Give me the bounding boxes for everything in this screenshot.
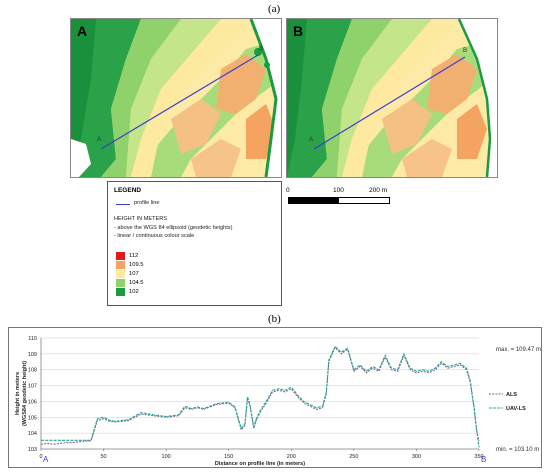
scalebar xyxy=(288,197,390,204)
profile-chart-frame: 103 104 105 106 107 108 109 110 0 50 100 150 200 250 3… xyxy=(8,327,542,468)
map-left-letter: A xyxy=(77,23,88,39)
x-tick-label: 200 xyxy=(287,454,296,460)
swatch-109-5 xyxy=(116,261,125,269)
profile-line-legend-label: profile line xyxy=(134,200,160,206)
panel-b-label: (b) xyxy=(268,313,281,325)
x-tick-label: 100 xyxy=(162,454,171,460)
map-right: B A B xyxy=(286,18,498,178)
y-tick-label: 103 xyxy=(28,447,37,453)
start-point-label: A xyxy=(43,455,49,464)
x-tick-label: 250 xyxy=(349,454,358,460)
profile-line-right xyxy=(313,56,466,150)
terrain-map-left xyxy=(71,19,281,177)
point-a-label-right: A xyxy=(309,137,314,143)
x-tick-label: 0 xyxy=(39,454,42,460)
height-note-2: - linear / continuous colour scale xyxy=(114,233,195,239)
swatch-label-112: 112 xyxy=(129,253,139,259)
scalebar-label-100: 100 xyxy=(333,187,344,194)
y-tick-label: 107 xyxy=(28,384,37,390)
swatch-label-104-5: 104.5 xyxy=(129,280,144,286)
legend-label-als: ALS xyxy=(506,392,517,398)
profile-chart: 103 104 105 106 107 108 109 110 0 50 100 150 200 250 3… xyxy=(15,336,526,467)
swatch-104-5 xyxy=(116,279,125,287)
y-axis-subtitle: (WGS84 geodetic height) xyxy=(22,361,28,426)
swatch-label-109-5: 109.5 xyxy=(129,262,144,268)
swatch-label-107: 107 xyxy=(129,271,139,277)
swatch-label-102: 102 xyxy=(129,289,139,295)
x-axis-title: Distance on profile line (in meters) xyxy=(215,461,305,467)
y-axis-title: Height in meters xyxy=(15,372,21,415)
y-tick-label: 110 xyxy=(28,336,37,342)
map-legend: LEGEND profile line HEIGHT IN METERS - a… xyxy=(107,181,282,306)
y-tick-label: 104 xyxy=(28,431,37,437)
scalebar-label-200: 200 m xyxy=(369,187,388,194)
series-line-als xyxy=(40,346,480,445)
x-tick-label: 300 xyxy=(412,454,421,460)
swatch-112 xyxy=(116,252,125,260)
series-line-uav-ls xyxy=(41,345,480,448)
profile-line-left xyxy=(100,54,259,150)
legend-title: LEGEND xyxy=(114,187,142,194)
scalebar-label-0: 0 xyxy=(286,187,290,194)
panel-a-label: (a) xyxy=(268,3,281,15)
swatch-102 xyxy=(116,288,125,296)
height-title: HEIGHT IN METERS xyxy=(114,216,168,222)
height-note-1: - above the WGS 84 ellipsoid (geodetic h… xyxy=(114,225,233,231)
map-right-letter: B xyxy=(293,23,304,39)
y-tick-label: 108 xyxy=(28,368,37,374)
max-annotation: max. = 109.47 m xyxy=(496,347,541,353)
x-tick-label: 350 xyxy=(474,454,483,460)
y-tick-label: 109 xyxy=(28,352,37,358)
x-tick-label: 150 xyxy=(224,454,233,460)
end-point-label: B xyxy=(481,455,487,464)
point-b-label-right: B xyxy=(463,48,468,54)
min-annotation: min. = 103.10 m xyxy=(496,447,540,453)
map-left: A A B xyxy=(70,18,282,178)
legend-label-uav-ls: UAV-LS xyxy=(506,406,526,412)
x-tick-label: 50 xyxy=(101,454,107,460)
terrain-map-right xyxy=(287,19,497,177)
y-tick-label: 105 xyxy=(28,415,37,421)
point-b-label-left: B xyxy=(259,46,264,52)
profile-line-swatch xyxy=(116,204,130,205)
point-a-label-left: A xyxy=(97,137,102,143)
y-tick-label: 106 xyxy=(28,399,37,405)
swatch-107 xyxy=(116,270,125,278)
